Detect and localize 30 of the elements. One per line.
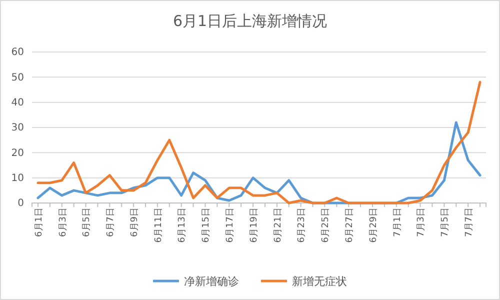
x-tick-label: 7月3日 <box>416 208 427 237</box>
x-tick-label: 6月11日 <box>154 208 164 243</box>
x-tick-label: 6月15日 <box>202 208 212 243</box>
legend-label: 新增无症状 <box>292 275 347 288</box>
x-tick-label: 7月5日 <box>440 208 451 237</box>
y-tick-label: 10 <box>11 173 24 184</box>
x-tick-label: 6月25日 <box>321 208 332 243</box>
x-tick-label: 6月27日 <box>345 208 356 243</box>
y-tick-label: 60 <box>11 47 24 58</box>
x-tick-label: 6月17日 <box>226 208 236 243</box>
y-tick-label: 40 <box>11 98 24 109</box>
chart-title: 6月1日后上海新增情况 <box>172 12 328 30</box>
y-tick-label: 0 <box>18 198 24 210</box>
x-tick-label: 6月3日 <box>58 208 68 237</box>
line-series <box>36 80 482 204</box>
x-tick-label: 6月1日 <box>34 208 44 237</box>
y-tick-label: 30 <box>11 122 24 134</box>
x-tick-label: 6月29日 <box>368 208 379 243</box>
x-tick-label: 6月7日 <box>106 208 116 237</box>
x-tick-label: 6月19日 <box>249 208 260 243</box>
x-tick-label: 6月23日 <box>297 208 308 243</box>
legend-label: 净新增确诊 <box>184 275 239 288</box>
x-tick-label: 6月13日 <box>178 208 188 243</box>
y-tick-label: 50 <box>11 72 24 84</box>
x-tick-label: 6月5日 <box>82 208 92 237</box>
y-tick-label: 20 <box>11 148 24 159</box>
x-tick-label: 6月21日 <box>273 208 284 243</box>
x-tick-label: 7月7日 <box>464 208 474 237</box>
x-tick-label: 7月1日 <box>392 208 403 237</box>
x-tick-label: 6月9日 <box>130 208 140 237</box>
